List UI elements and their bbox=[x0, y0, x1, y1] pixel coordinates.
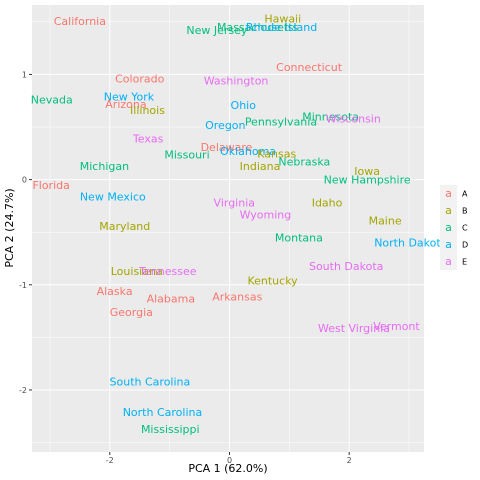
point-label: Delaware bbox=[201, 141, 253, 154]
point-label: Vermont bbox=[373, 320, 420, 333]
point-label: Kansas bbox=[257, 147, 296, 160]
point-label: Maine bbox=[369, 215, 402, 228]
point-label: Arkansas bbox=[212, 290, 262, 303]
point-label: California bbox=[54, 15, 106, 28]
point-label: New Mexico bbox=[80, 190, 146, 203]
point-label: New Jersey bbox=[186, 24, 248, 37]
legend-entry-label: E bbox=[462, 258, 467, 267]
legend-key-box bbox=[440, 185, 457, 202]
point-label: Rhode Island bbox=[246, 21, 317, 34]
point-label: Texas bbox=[132, 133, 164, 146]
point-label: Wisconsin bbox=[326, 113, 381, 126]
point-label: Ohio bbox=[231, 99, 257, 112]
legend-entry-label: C bbox=[462, 224, 468, 233]
point-label: North Carolina bbox=[123, 406, 203, 419]
point-label: Alaska bbox=[97, 285, 133, 298]
legend-key-glyph: a bbox=[445, 187, 452, 200]
legend: a Aa Ba Ca Da E bbox=[440, 185, 468, 270]
legend-key-glyph: a bbox=[445, 255, 452, 268]
point-label: Nebraska bbox=[278, 156, 330, 169]
y-axis-title: PCA 2 (24.7%) bbox=[3, 188, 16, 267]
legend-key-box bbox=[440, 253, 457, 270]
grid-minor bbox=[32, 5, 424, 452]
legend-entry-label: B bbox=[462, 207, 468, 216]
y-tick-label: -1 bbox=[19, 281, 27, 290]
point-label: Minnesota bbox=[302, 110, 359, 123]
point-label: North Dakota bbox=[374, 237, 447, 250]
x-axis-title: PCA 1 (62.0%) bbox=[188, 462, 267, 475]
point-label: Illinois bbox=[130, 104, 165, 117]
point-label: Louisiana bbox=[111, 265, 163, 278]
point-label: Georgia bbox=[110, 306, 153, 319]
point-label: Connecticut bbox=[276, 61, 343, 74]
point-label: Mississippi bbox=[141, 423, 200, 436]
point-label: Washington bbox=[204, 75, 269, 88]
y-tick-label: -2 bbox=[19, 386, 27, 395]
y-tick-label: 0 bbox=[22, 176, 27, 185]
point-label: Alabama bbox=[147, 292, 196, 305]
point-label: Indiana bbox=[240, 160, 281, 173]
point-label: Nevada bbox=[31, 94, 73, 107]
point-label: South Dakota bbox=[309, 260, 383, 273]
point-label: Michigan bbox=[80, 160, 129, 173]
point-label: New Hampshire bbox=[324, 174, 411, 187]
point-label: Tennessee bbox=[138, 265, 197, 278]
x-tick-label: -2 bbox=[106, 456, 114, 465]
point-label: Maryland bbox=[99, 220, 150, 233]
x-tick-label: 0 bbox=[227, 456, 232, 465]
plot-background bbox=[32, 5, 424, 452]
legend-key-box bbox=[440, 236, 457, 253]
point-label: Massachusetts bbox=[217, 21, 299, 34]
point-label: Florida bbox=[32, 179, 69, 192]
point-label: Arizona bbox=[105, 98, 146, 111]
grid-major bbox=[32, 5, 424, 452]
point-label: Pennsylvania bbox=[245, 116, 317, 129]
legend-key-glyph: a bbox=[445, 221, 452, 234]
legend-key-box bbox=[440, 219, 457, 236]
point-label: Hawaii bbox=[264, 13, 301, 26]
point-label: Missouri bbox=[164, 148, 209, 161]
point-label: Montana bbox=[275, 231, 323, 244]
y-axis-ticks: -2 -1 0 1 bbox=[19, 70, 32, 395]
legend-entry-label: D bbox=[462, 241, 468, 250]
x-axis-ticks: -2 0 2 bbox=[106, 452, 352, 465]
point-label: South Carolina bbox=[110, 376, 191, 389]
point-label: Wyoming bbox=[240, 208, 292, 221]
point-label: West Virginia bbox=[318, 322, 390, 335]
point-label: Idaho bbox=[312, 197, 343, 210]
legend-entry-label: A bbox=[462, 190, 468, 199]
point-label: Colorado bbox=[115, 73, 164, 86]
point-label: Oregon bbox=[205, 119, 245, 132]
legend-key-box bbox=[440, 202, 457, 219]
point-label: Iowa bbox=[354, 165, 380, 178]
legend-key-glyph: a bbox=[445, 204, 452, 217]
y-tick-label: 1 bbox=[22, 70, 27, 79]
legend-key-glyph: a bbox=[445, 238, 452, 251]
x-tick-label: 2 bbox=[347, 456, 352, 465]
point-label: Kentucky bbox=[247, 275, 298, 288]
point-label: Virginia bbox=[214, 197, 255, 210]
point-label: New York bbox=[104, 91, 155, 104]
point-label: Oklahoma bbox=[220, 145, 276, 158]
